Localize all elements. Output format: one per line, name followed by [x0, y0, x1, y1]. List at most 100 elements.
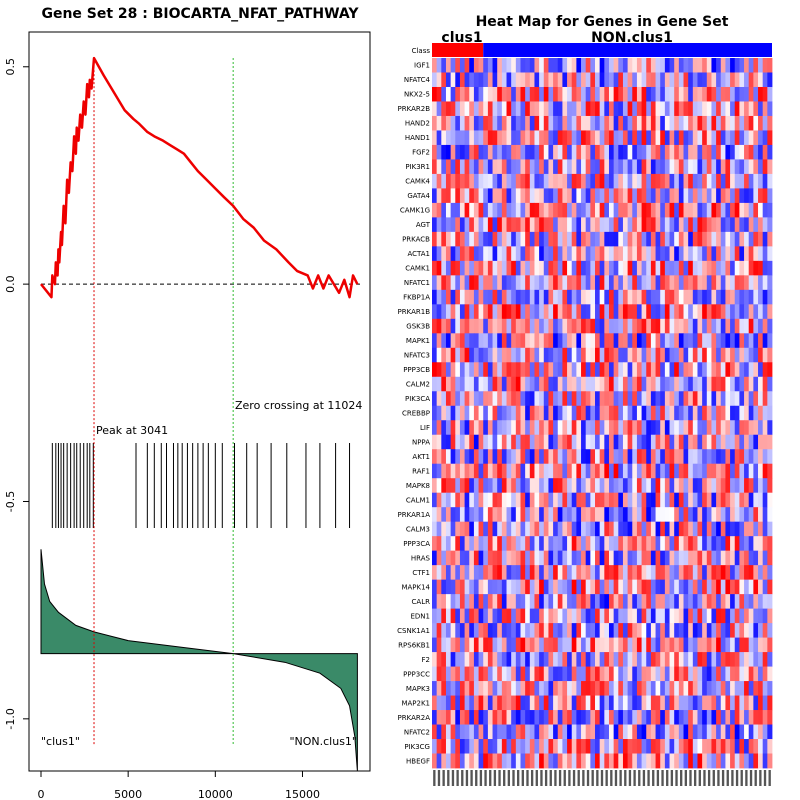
heat-cell [432, 318, 438, 334]
heat-cell [767, 246, 773, 262]
heat-cell [627, 405, 633, 421]
heat-cell [599, 550, 605, 566]
gene-label: EDN1 [410, 612, 430, 620]
heat-cell [730, 101, 736, 117]
heat-cell [455, 463, 461, 479]
heat-cell [725, 623, 731, 638]
heat-cell [618, 681, 624, 696]
heat-cell [585, 565, 591, 581]
heat-cell [748, 86, 754, 102]
heat-cell [636, 347, 642, 363]
heat-cell [748, 144, 754, 160]
heat-cell [520, 637, 526, 653]
heat-cell [660, 739, 666, 754]
heat-cell [599, 681, 605, 696]
heat-cell [650, 231, 656, 247]
heat-cell [455, 231, 461, 247]
heat-cell [711, 333, 717, 349]
heat-cell [576, 275, 582, 291]
heat-cell [599, 202, 605, 218]
heat-cell [515, 144, 521, 160]
heat-cell [445, 217, 452, 233]
heat-cell [674, 202, 680, 218]
heat-cell [581, 159, 587, 175]
heat-cell [618, 666, 624, 682]
sample-label-mark [698, 770, 701, 786]
heat-cell [501, 739, 507, 754]
heat-cell [497, 666, 503, 682]
sample-label-mark [638, 770, 641, 786]
heat-cell [548, 492, 554, 508]
heat-cell [632, 217, 638, 233]
heat-cell [753, 347, 759, 363]
heat-cell [595, 159, 601, 175]
heat-cell [599, 333, 605, 349]
heat-cell [581, 376, 587, 392]
heat-cell [501, 289, 507, 305]
heat-cell [706, 362, 712, 378]
heat-cell [683, 130, 689, 146]
heat-cell [520, 289, 526, 305]
heat-cell [669, 463, 675, 479]
heat-cell [622, 753, 629, 769]
heat-cell [529, 666, 535, 682]
heat-cell [520, 101, 526, 117]
heat-cell [595, 362, 601, 378]
heat-cell [613, 376, 619, 392]
heat-cell [432, 652, 438, 667]
heat-cell [613, 275, 619, 291]
heat-cell [557, 115, 563, 131]
heat-cell [473, 405, 479, 421]
heat-cell [655, 86, 661, 102]
heat-cell [576, 507, 582, 523]
heat-cell [697, 101, 703, 117]
heat-cell [553, 304, 559, 320]
heat-cell [473, 246, 479, 262]
heat-cell [762, 681, 768, 696]
heat-cell [581, 101, 587, 117]
heat-cell [636, 521, 642, 537]
heat-cell [618, 115, 624, 131]
heat-cell [557, 275, 563, 291]
heat-cell [702, 492, 708, 508]
heat-cell [469, 173, 475, 189]
heat-cell [697, 246, 703, 262]
heat-cell [436, 507, 442, 523]
heat-cell [473, 666, 479, 682]
heat-cell [478, 260, 484, 276]
heat-cell [627, 173, 633, 189]
heat-cell [669, 246, 675, 262]
heat-cell [613, 173, 619, 189]
heat-cell [562, 202, 568, 218]
heat-cell [492, 130, 498, 146]
heat-cell [730, 550, 736, 566]
heat-cell [515, 405, 521, 421]
heat-cell [473, 362, 479, 378]
heat-cell [557, 565, 563, 581]
heat-cell [636, 130, 642, 146]
heat-cell [613, 202, 619, 218]
heat-cell [767, 376, 773, 392]
heat-cell [632, 550, 638, 566]
heat-cell [511, 159, 517, 175]
heat-cell [748, 753, 754, 769]
heat-cell [539, 289, 545, 305]
heat-cell [725, 536, 731, 552]
gene-label: PRKAR2B [398, 105, 431, 113]
heat-cell [599, 565, 605, 581]
heat-cell [650, 594, 656, 610]
heat-cell [632, 58, 638, 73]
heat-cell [664, 565, 670, 581]
heat-cell [529, 58, 535, 73]
heat-cell [753, 86, 759, 102]
heat-cell [441, 217, 447, 233]
sample-label-mark [489, 770, 492, 786]
heat-cell [697, 405, 703, 421]
heat-cell [664, 623, 670, 638]
heat-cell [520, 623, 526, 638]
heat-cell [506, 130, 512, 146]
sample-label-mark [693, 770, 697, 786]
heat-cell [469, 202, 475, 218]
heat-cell [641, 420, 647, 436]
heat-cell [520, 376, 526, 392]
